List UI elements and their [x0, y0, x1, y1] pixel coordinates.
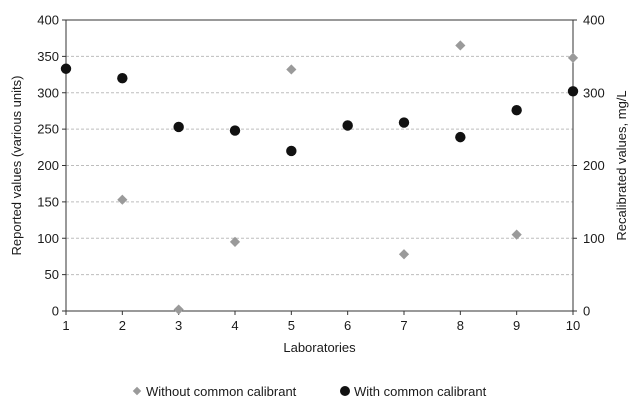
x-tick-label: 8	[457, 318, 464, 333]
left-y-tick-label: 250	[37, 122, 59, 137]
right-y-tick-label: 100	[583, 231, 605, 246]
data-point-with-calibrant	[398, 117, 410, 128]
left-y-tick-label: 100	[37, 231, 59, 246]
right-y-axis-ticks: 0 100 200 300 400	[573, 13, 605, 319]
legend-diamond-marker	[132, 386, 142, 396]
left-y-axis-label: Reported values (various units)	[9, 76, 24, 256]
x-tick-label: 2	[119, 318, 126, 333]
x-tick-label: 4	[231, 318, 238, 333]
left-y-tick-label: 150	[37, 194, 59, 209]
left-y-tick-label: 50	[45, 267, 59, 282]
data-point-with-calibrant	[455, 131, 466, 143]
data-point-without-calibrant	[567, 52, 579, 63]
data-point-without-calibrant	[455, 40, 466, 51]
left-y-tick-label: 200	[37, 158, 59, 173]
x-axis-label: Laboratories	[283, 340, 356, 355]
x-axis-ticks: 1 2 3 4 5 6 7 8 9 10	[62, 311, 580, 333]
left-y-tick-label: 300	[37, 85, 59, 100]
data-point-with-calibrant	[117, 73, 128, 84]
legend: Without common calibrant With common cal…	[132, 384, 487, 399]
data-point-without-calibrant	[286, 64, 297, 75]
legend-circle-marker	[340, 386, 350, 396]
right-y-axis-label: Recalibrated values, mg/L	[614, 90, 629, 240]
left-y-axis-ticks: 0 50 100 150 200 250 300 350 400	[37, 13, 66, 319]
right-y-tick-label: 0	[583, 304, 590, 319]
x-tick-label: 6	[344, 318, 351, 333]
data-point-with-calibrant	[342, 120, 353, 131]
legend-label: Without common calibrant	[146, 384, 297, 399]
left-y-tick-label: 400	[37, 13, 59, 28]
right-y-tick-label: 200	[583, 158, 605, 173]
data-point-with-calibrant	[286, 145, 297, 157]
legend-item-without: Without common calibrant	[132, 384, 297, 399]
data-point-with-calibrant	[567, 86, 579, 97]
data-point-without-calibrant	[117, 194, 128, 205]
legend-item-with: With common calibrant	[340, 384, 487, 399]
right-y-tick-label: 400	[583, 13, 605, 28]
data-point-without-calibrant	[173, 304, 184, 315]
x-tick-label: 1	[62, 318, 69, 333]
x-tick-label: 7	[400, 318, 407, 333]
left-y-tick-label: 350	[37, 49, 59, 64]
x-tick-label: 10	[566, 318, 580, 333]
data-point-with-calibrant	[173, 121, 184, 133]
x-tick-label: 5	[288, 318, 295, 333]
data-point-without-calibrant	[398, 249, 410, 260]
left-y-tick-label: 0	[52, 304, 59, 319]
legend-label: With common calibrant	[354, 384, 487, 399]
right-y-tick-label: 300	[583, 85, 605, 100]
data-point-with-calibrant	[60, 63, 72, 74]
x-tick-label: 9	[513, 318, 520, 333]
data-point-with-calibrant	[511, 105, 522, 116]
data-marks	[60, 40, 579, 315]
gridlines	[66, 55, 573, 276]
data-point-with-calibrant	[229, 125, 241, 136]
x-tick-label: 3	[175, 318, 182, 333]
